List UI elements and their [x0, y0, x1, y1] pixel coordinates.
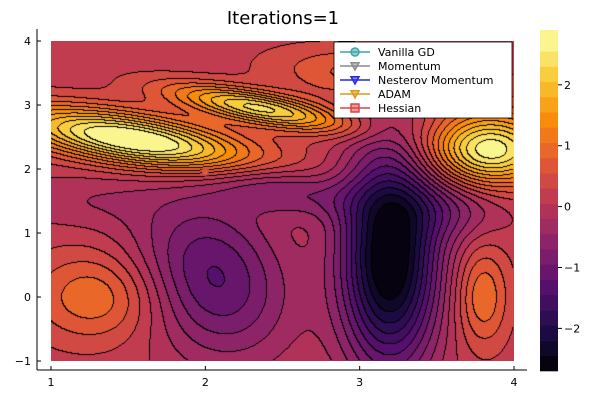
x-tick-label: 1: [48, 376, 55, 389]
colorbar-band: [540, 279, 558, 296]
colorbar-band: [540, 340, 558, 357]
colorbar-tick-label: 2: [564, 79, 571, 92]
x-tick-label: 3: [356, 376, 363, 389]
x-tick-label: 2: [202, 376, 209, 389]
colorbar-band: [540, 112, 558, 128]
colorbar-band: [540, 142, 558, 159]
colorbar-band: [540, 203, 558, 220]
colorbar-tick-label: −1: [564, 261, 580, 274]
y-tick-label: 1: [24, 227, 31, 240]
colorbar-band: [540, 127, 558, 143]
legend-marker: [350, 103, 360, 113]
optimizer-markers: [201, 168, 210, 177]
colorbar-band: [540, 66, 558, 83]
colorbar-band: [540, 157, 558, 174]
colorbar-band: [540, 30, 558, 52]
colorbar-band: [540, 355, 558, 372]
colorbar-band: [540, 249, 558, 265]
legend-label: Vanilla GD: [378, 46, 435, 59]
colorbar-tick-label: −2: [564, 322, 580, 335]
colorbar-band: [540, 294, 558, 311]
y-tick-label: 2: [24, 163, 31, 176]
x-ticks: 1 2 3 4: [48, 366, 518, 389]
legend-marker: [349, 90, 361, 100]
colorbar-tick-label: 0: [564, 201, 571, 214]
colorbar-band: [540, 233, 558, 250]
y-tick-label: 4: [24, 35, 31, 48]
colorbar-band: [540, 81, 558, 98]
colorbar: −2 −1 0 1 2: [540, 30, 580, 372]
colorbar-band: [540, 264, 558, 280]
colorbar-tick-label: 1: [564, 140, 571, 153]
legend-marker: [350, 47, 360, 57]
y-ticks: −1 0 1 2 3 4: [15, 35, 41, 368]
colorbar-band: [540, 218, 558, 235]
colorbar-band: [540, 173, 558, 189]
colorbar-band: [540, 310, 558, 326]
y-tick-label: 0: [24, 291, 31, 304]
optimizer-point: [202, 168, 209, 176]
colorbar-band: [540, 325, 558, 341]
y-tick-label: 3: [24, 99, 31, 112]
colorbar-band: [540, 51, 558, 67]
chart-title: Iterations=1: [227, 8, 339, 29]
colorbar-band: [540, 188, 558, 204]
legend-marker: [349, 62, 361, 72]
legend-label: Nesterov Momentum: [378, 74, 494, 87]
y-tick-label: −1: [15, 355, 31, 368]
legend-label: Momentum: [378, 60, 441, 73]
legend-label: ADAM: [378, 88, 411, 101]
legend-label: Hessian: [378, 102, 421, 115]
colorbar-band: [540, 96, 558, 113]
x-tick-label: 4: [511, 376, 518, 389]
legend-marker: [349, 76, 361, 86]
